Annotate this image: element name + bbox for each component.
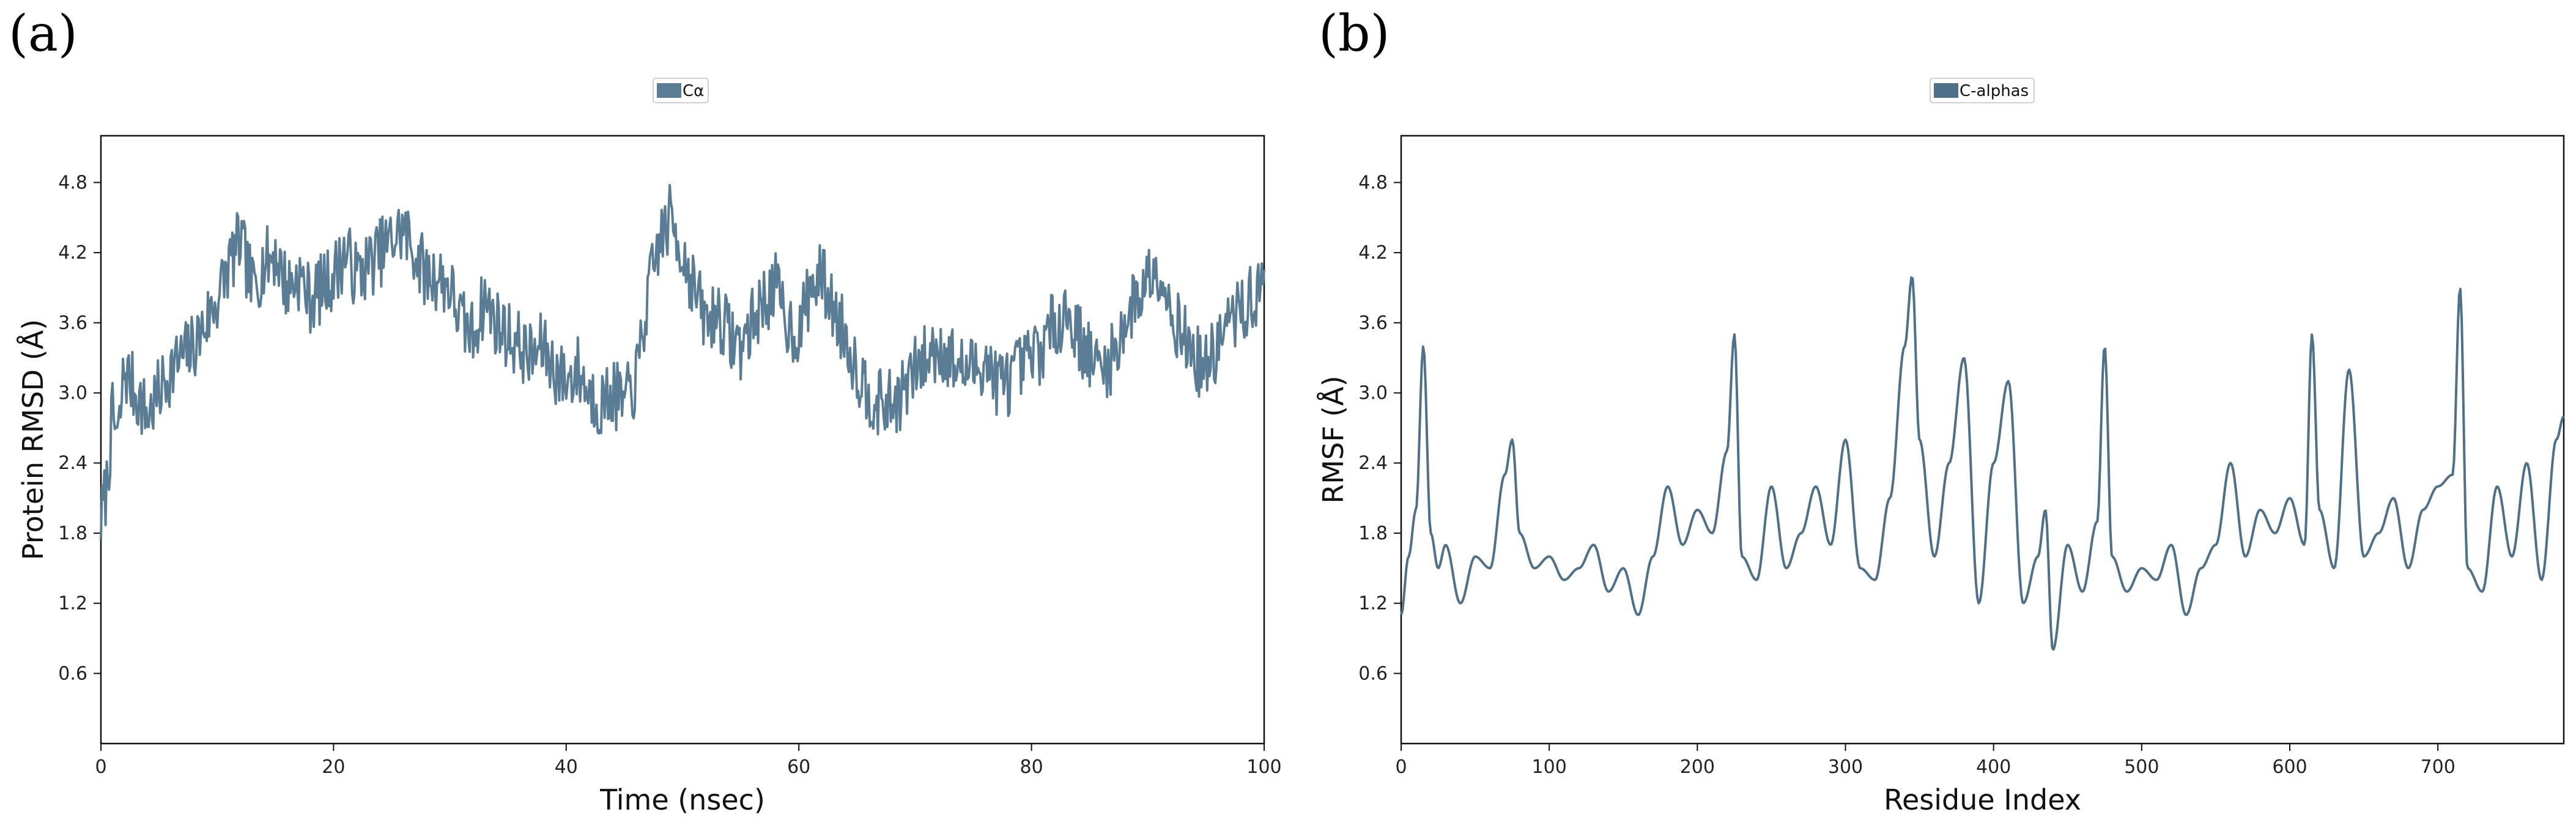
rmsf-y-tick-label: 4.2 — [1358, 242, 1388, 264]
rmsf-y-tick-label: 4.8 — [1358, 172, 1388, 193]
rmsf-y-tick-label: 1.8 — [1358, 523, 1388, 544]
rmsd-series-line — [100, 183, 1265, 540]
rmsd-y-axis-label: Protein RMSD (Å) — [17, 319, 50, 560]
rmsf-x-tick-label: 500 — [2124, 756, 2159, 778]
rmsd-x-tick-label: 60 — [787, 756, 810, 778]
rmsd-y-tick-label: 1.2 — [58, 593, 87, 615]
rmsd-y-tick-label: 0.6 — [58, 663, 87, 684]
rmsd-legend: Cα — [653, 78, 709, 103]
rmsd-chart: 0 20 40 60 80 100 0.6 1.2 1.8 2.4 3.0 3.6 4.2 4.8 Time… — [17, 78, 1282, 816]
rmsd-x-axis-label: Time (nsec) — [599, 783, 765, 816]
rmsf-legend-label: C-alphas — [1960, 82, 2029, 100]
rmsd-y-tick-label: 2.4 — [58, 452, 87, 474]
rmsd-x-tick-label: 100 — [1246, 756, 1281, 778]
panel-b: (b) 0 100 200 300 400 500 600 700 0.6 1.2 1.8 2.4 3.… — [1288, 0, 2576, 820]
rmsf-plot-frame — [1400, 135, 2565, 745]
rmsf-y-tick-label: 0.6 — [1358, 663, 1388, 684]
rmsf-y-axis-label: RMSF (Å) — [1317, 375, 1350, 503]
rmsd-plot-frame — [100, 135, 1265, 745]
panel-letter-a: (a) — [9, 5, 78, 63]
rmsf-x-tick-label: 0 — [1395, 756, 1407, 778]
rmsf-x-axis-label: Residue Index — [1884, 783, 2081, 816]
rmsf-x-tick-label: 100 — [1532, 756, 1567, 778]
rmsd-x-tick-label: 40 — [555, 756, 578, 778]
panel-a: (a) 0 20 40 60 80 100 0.6 1.2 1.8 2.4 3.0 3.6 4.2 4.8… — [9, 5, 1282, 816]
rmsd-y-tick-label: 4.8 — [58, 172, 87, 193]
rmsd-x-tick-label: 20 — [322, 756, 345, 778]
rmsf-x-tick-label: 600 — [2272, 756, 2307, 778]
rmsd-y-tick-label: 1.8 — [58, 523, 87, 544]
rmsf-legend-swatch — [1934, 83, 1958, 98]
rmsf-x-tick-label: 300 — [1828, 756, 1863, 778]
rmsf-y-tick-label: 2.4 — [1358, 452, 1388, 474]
rmsd-y-tick-label: 3.0 — [58, 383, 87, 404]
rmsd-y-tick-label: 3.6 — [58, 312, 87, 334]
rmsd-x-tick-label: 80 — [1020, 756, 1043, 778]
rmsf-chart: 0 100 200 300 400 500 600 700 0.6 1.2 1.8 2.4 3.0 3.6… — [1317, 78, 2565, 816]
rmsf-x-tick-label: 200 — [1680, 756, 1715, 778]
rmsf-y-tick-label: 3.6 — [1358, 312, 1388, 334]
panel-letter-b: (b) — [1319, 5, 1390, 63]
rmsf-legend: C-alphas — [1930, 78, 2035, 103]
rmsd-x-tick-label: 0 — [95, 756, 106, 778]
rmsf-x-tick-label: 700 — [2421, 756, 2456, 778]
rmsd-legend-swatch — [657, 83, 681, 98]
rmsf-y-tick-label: 1.2 — [1358, 593, 1388, 615]
rmsf-x-tick-label: 400 — [1976, 756, 2011, 778]
rmsf-y-tick-label: 3.0 — [1358, 383, 1388, 404]
rmsf-series-line — [1400, 276, 2565, 651]
rmsd-legend-label: Cα — [683, 82, 704, 100]
rmsd-y-tick-label: 4.2 — [58, 242, 87, 264]
